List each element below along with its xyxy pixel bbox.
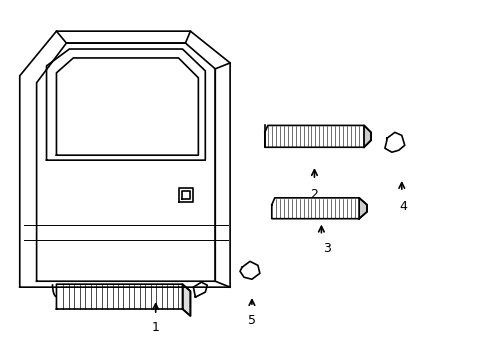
Text: 4: 4 xyxy=(399,200,407,213)
Polygon shape xyxy=(240,261,259,279)
Polygon shape xyxy=(364,125,370,147)
Polygon shape xyxy=(182,284,190,316)
Text: 5: 5 xyxy=(247,314,255,327)
Polygon shape xyxy=(46,49,205,160)
Polygon shape xyxy=(384,132,404,152)
Polygon shape xyxy=(56,284,190,316)
Polygon shape xyxy=(193,282,207,297)
Polygon shape xyxy=(264,125,370,147)
Text: 1: 1 xyxy=(151,321,159,334)
Polygon shape xyxy=(271,198,366,219)
Polygon shape xyxy=(20,31,230,287)
Text: 2: 2 xyxy=(310,188,318,201)
Text: 3: 3 xyxy=(323,242,330,255)
Polygon shape xyxy=(358,198,366,219)
Polygon shape xyxy=(178,188,193,202)
